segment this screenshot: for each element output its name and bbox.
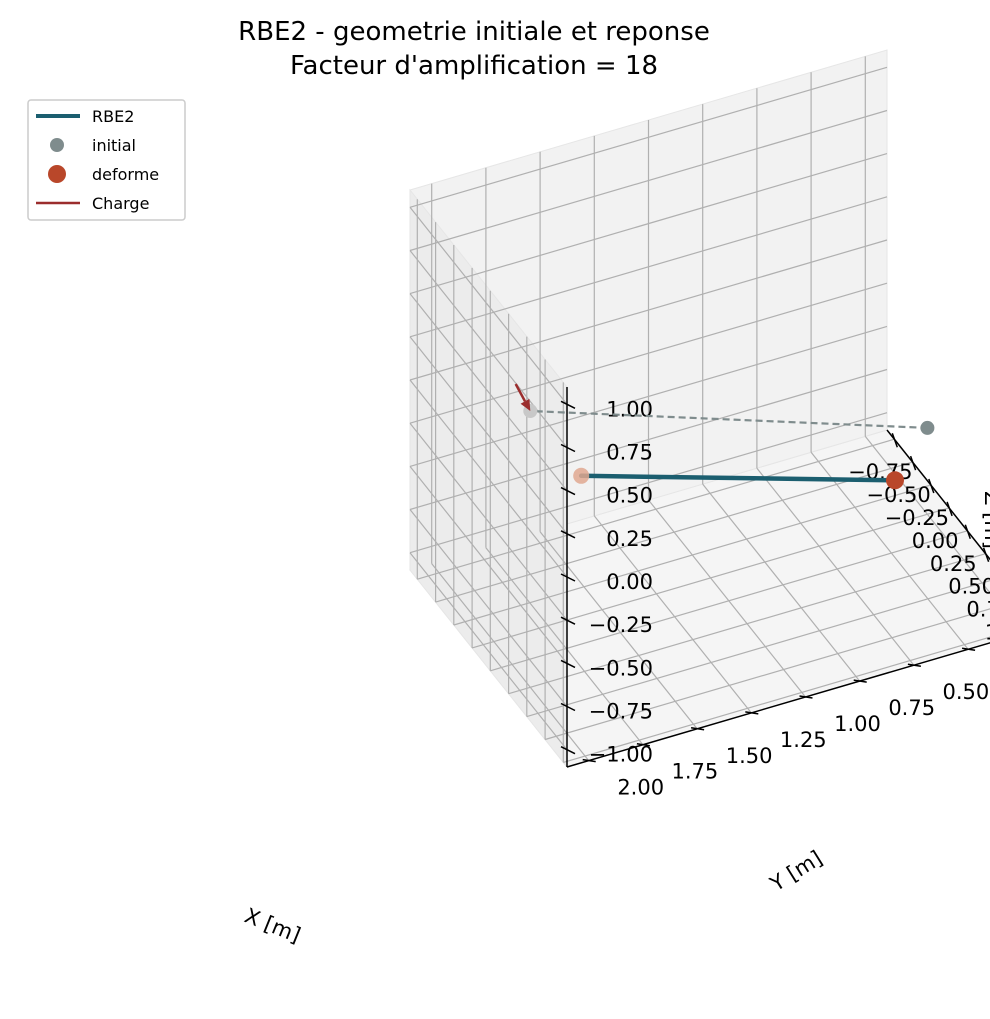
y-tick-4 (799, 695, 813, 699)
grid-z-wall-0 (409, 412, 888, 554)
grid-z-back-5 (409, 336, 568, 535)
deforme-point-0 (886, 471, 904, 490)
y-tick-1 (961, 647, 976, 652)
grid-y-floor-2 (756, 467, 915, 666)
deforme-point-1 (573, 467, 590, 484)
z-tick-label-5: 0.25 (606, 527, 653, 551)
z-tick-1 (560, 702, 576, 712)
y-axis-title: Y [m] (765, 846, 826, 897)
grid-z-wall-1 (409, 368, 888, 511)
data-series (514, 383, 935, 490)
grid-z-wall-5 (409, 196, 888, 338)
y-tick-label-5: 1.25 (780, 728, 827, 752)
z-tick-label-8: 1.00 (606, 397, 653, 421)
grid-z-wall-2 (409, 325, 888, 467)
z-tick-6 (560, 486, 576, 496)
x-axis-title: X [m] (241, 904, 304, 948)
axes (560, 387, 990, 768)
y-tick-label-7: 1.75 (672, 760, 719, 784)
y-tick-3 (853, 679, 867, 683)
z-tick-label-1: −0.75 (589, 700, 653, 724)
z-tick-8 (560, 400, 576, 409)
z-tick-label-0: −1.00 (589, 743, 653, 767)
legend-label-initial: initial (92, 136, 136, 155)
grid-z-wall-3 (409, 282, 888, 424)
y-tick-6 (690, 727, 705, 731)
grid-z-back-7 (409, 250, 568, 448)
grid-lines (409, 56, 990, 763)
x-tick-label-2: −0.25 (885, 506, 949, 530)
z-tick-4 (560, 573, 576, 582)
grid-z-back-4 (409, 379, 568, 578)
x-tick-4 (964, 524, 972, 540)
y-tick-7 (636, 742, 651, 747)
grid-y-floor-3 (702, 483, 861, 682)
legend-frame (27, 99, 186, 221)
x-tick-0 (891, 432, 899, 448)
x-tick-1 (909, 455, 917, 471)
grid-z-wall-6 (409, 153, 888, 295)
z-tick-0 (560, 746, 576, 755)
x-tick-2 (928, 478, 935, 494)
y-tick-label-6: 1.50 (726, 744, 773, 768)
legend-swatch-deforme (48, 165, 66, 183)
z-tick-3 (560, 616, 576, 625)
z-axis-title: Z [m] (980, 491, 990, 549)
grid-y-floor-4 (648, 499, 806, 698)
y-tick-label-2: 0.50 (943, 680, 990, 704)
charge-arrow-head (520, 398, 531, 411)
grid-z-back-1 (409, 509, 568, 707)
grid-z-back-8 (409, 206, 568, 405)
tick-labels: −0.75−0.50−0.250.000.250.500.751.001.250… (589, 397, 990, 799)
legend-label-rbe2: RBE2 (92, 107, 134, 126)
grid-z-wall-4 (409, 239, 888, 381)
z-tick-label-2: −0.50 (589, 656, 653, 680)
z-tick-label-7: 0.75 (606, 441, 653, 465)
y-tick-label-4: 1.00 (834, 712, 881, 736)
grid-z-back-2 (409, 466, 568, 664)
legend-label-deforme: deforme (92, 165, 159, 184)
grid-y-floor-0 (864, 436, 990, 594)
y-tick-2 (907, 663, 922, 667)
z-tick-5 (560, 530, 576, 539)
chart-title: RBE2 - geometrie initiale et reponse (238, 17, 710, 47)
grid-z-wall-8 (409, 66, 888, 208)
x-tick-label-4: 0.25 (930, 552, 977, 576)
z-tick-label-6: 0.50 (606, 484, 653, 508)
grid-z-wall-7 (409, 109, 888, 252)
grid-z-back-0 (409, 552, 568, 751)
chart-subtitle: Facteur d'amplification = 18 (290, 51, 658, 81)
grid-z-back-3 (409, 422, 568, 621)
initial-connector-dashed (530, 409, 928, 429)
grid-z-back-6 (409, 293, 568, 491)
grid-y-floor-8 (431, 563, 590, 761)
grid-y-floor-1 (810, 451, 969, 650)
axis-panes (409, 49, 990, 769)
x-tick-label-6: 0.75 (966, 598, 990, 622)
z-tick-label-4: 0.00 (606, 570, 653, 594)
x-tick-label-7: 1.00 (985, 621, 990, 645)
y-tick-label-8: 2.00 (617, 776, 664, 800)
y-tick-5 (745, 711, 759, 715)
z-tick-2 (560, 659, 576, 669)
x-tick-label-3: 0.00 (912, 529, 959, 553)
charge-arrow-shaft (514, 383, 527, 402)
y-tick-label-3: 0.75 (888, 696, 935, 720)
legend: RBE2 initial deforme Charge (27, 99, 186, 221)
legend-label-charge: Charge (92, 194, 149, 213)
grid-y-floor-5 (593, 515, 752, 714)
grid-y-floor-7 (485, 547, 644, 746)
legend-swatch-initial (50, 138, 64, 152)
rbe2-line (578, 473, 898, 483)
x-tick-label-5: 0.50 (948, 575, 990, 599)
z-tick-label-3: −0.25 (589, 613, 653, 637)
y-tick-8 (582, 758, 596, 763)
initial-point-0 (920, 420, 935, 435)
x-tick-3 (946, 501, 953, 517)
z-tick-7 (560, 443, 576, 453)
x-tick-5 (982, 547, 990, 562)
